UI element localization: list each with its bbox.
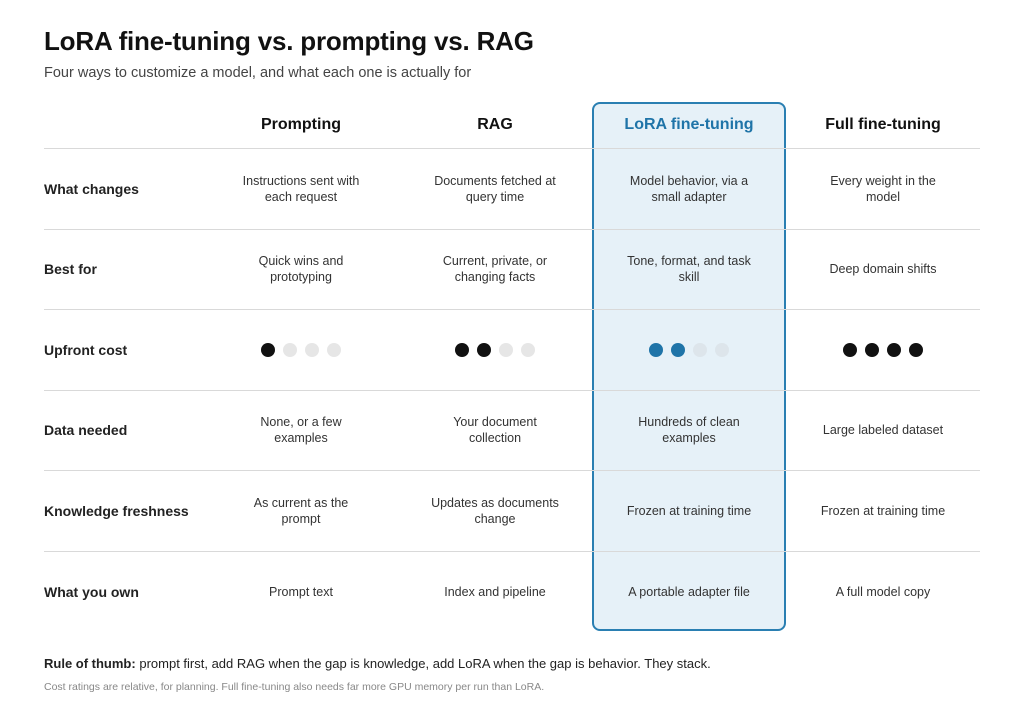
rule-of-thumb-text: prompt first, add RAG when the gap is kn… [139,656,711,671]
cost-rating-rag [398,310,592,391]
cost-dot-filled [887,342,901,357]
header-corner [44,102,204,149]
cost-dot-empty [521,342,535,357]
table-cell: Deep domain shifts [786,230,980,310]
cost-dot-empty [693,342,707,357]
row-label-best-for: Best for [44,230,204,310]
rule-of-thumb-label: Rule of thumb: [44,656,136,671]
table-cell: Model behavior, via a small adapter [592,149,786,230]
table-cell: Instructions sent with each request [204,149,398,230]
row-label-data-needed: Data needed [44,391,204,471]
cost-dots [843,342,923,357]
column-header-prompting: Prompting [204,102,398,149]
cost-rating-prompting [204,310,398,391]
cost-dot-filled [865,342,879,357]
row-label-upfront-cost: Upfront cost [44,310,204,391]
cost-dot-empty [499,342,513,357]
cost-dot-filled [909,342,923,357]
cost-dot-empty [715,342,729,357]
cost-dot-filled [261,342,275,357]
cost-dot-empty [327,342,341,357]
table-cell: A portable adapter file [628,584,750,599]
table-cell: Index and pipeline [444,584,546,599]
cost-dot-filled [477,342,491,357]
table-cell: Documents fetched at query time [398,149,592,230]
table-cell: Large labeled dataset [786,391,980,471]
table-cell: Hundreds of clean examples [592,391,786,471]
cost-dot-filled [455,342,469,357]
cost-dots [261,342,341,357]
table-cell: Every weight in the model [786,149,980,230]
table-cell: Updates as documents change [398,471,592,552]
table-cell: Quick wins and prototyping [204,230,398,310]
cost-dot-filled [649,342,663,357]
rule-of-thumb: Rule of thumb: prompt first, add RAG whe… [44,656,711,671]
cost-dot-filled [671,342,685,357]
table-cell: As current as the prompt [204,471,398,552]
cost-dot-filled [843,342,857,357]
comparison-table: Prompting RAG LoRA fine-tuning Full fine… [44,102,980,632]
cost-dot-empty [305,342,319,357]
page-title: LoRA fine-tuning vs. prompting vs. RAG [44,26,534,56]
column-header-rag: RAG [398,102,592,149]
footnote: Cost ratings are relative, for planning.… [44,681,545,693]
table-cell: Frozen at training time [786,471,980,552]
table-cell: Your document collection [398,391,592,471]
page-subtitle: Four ways to customize a model, and what… [44,65,472,81]
lora-column-highlight [592,102,786,631]
cost-dots [649,342,729,357]
row-label-what-changes: What changes [44,149,204,230]
table-cell: None, or a few examples [204,391,398,471]
table-cell: Tone, format, and task skill [592,230,786,310]
row-label-what-you-own: What you own [44,583,139,600]
table-cell: Current, private, or changing facts [398,230,592,310]
column-header-full-fine-tuning: Full fine-tuning [786,102,980,149]
table-cell: Frozen at training time [592,471,786,552]
cost-dot-empty [283,342,297,357]
cost-rating-full-fine-tuning [786,310,980,391]
table-cell: Prompt text [269,584,333,599]
row-label-knowledge-freshness: Knowledge freshness [44,471,204,552]
column-header-lora: LoRA fine-tuning [592,102,786,149]
table-cell: A full model copy [835,584,931,599]
cost-dots [455,342,535,357]
cost-rating-lora [592,310,786,391]
